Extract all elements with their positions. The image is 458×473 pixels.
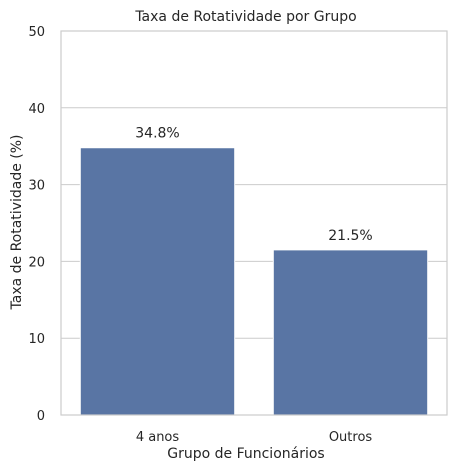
x-tick-label: Outros (329, 430, 373, 445)
bar (79, 147, 236, 416)
bars (79, 147, 429, 416)
bar-value-label: 21.5% (328, 228, 372, 244)
y-tick-label: 0 (37, 409, 45, 424)
x-axis-label: Grupo de Funcionários (167, 446, 324, 462)
y-tick-label: 40 (28, 102, 45, 117)
y-tick-label: 50 (28, 25, 45, 40)
y-tick-label: 30 (28, 179, 45, 194)
bar (272, 249, 429, 416)
plot-frame (60, 30, 448, 416)
data-labels: 34.8% 21.5% (135, 126, 372, 244)
chart-title: Taxa de Rotatividade por Grupo (134, 9, 356, 25)
y-tick-label: 20 (28, 255, 45, 270)
y-axis-ticks: 0 10 20 30 40 50 (28, 25, 45, 424)
x-axis-ticks: 4 anos Outros (136, 430, 373, 445)
y-tick-label: 10 (28, 332, 45, 347)
bar-value-label: 34.8% (135, 126, 179, 142)
y-axis-label: Taxa de Rotatividade (%) (9, 134, 25, 310)
x-tick-label: 4 anos (136, 430, 180, 445)
